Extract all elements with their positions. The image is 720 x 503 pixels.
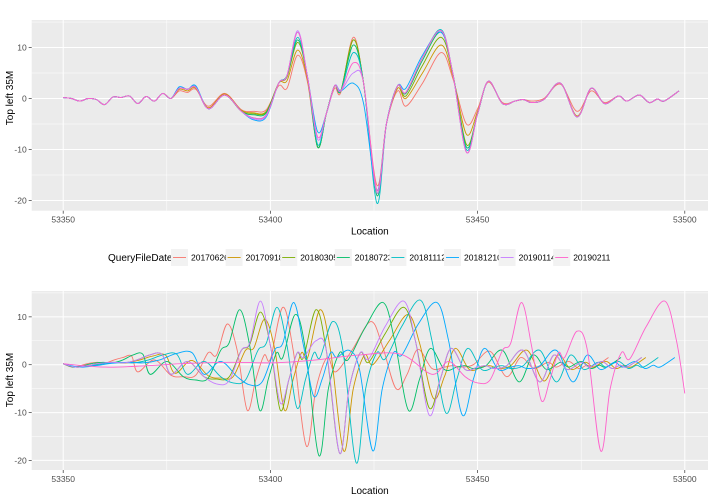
legend-label: 20170918 <box>246 253 284 263</box>
x-tick-label: 53450 <box>466 215 490 225</box>
x-tick-label: 53350 <box>51 215 75 225</box>
series-line-20170918 <box>63 309 647 452</box>
y-tick-label: 0 <box>22 94 27 104</box>
x-tick-label: 53400 <box>259 474 283 484</box>
legend-label: 20170626 <box>191 253 229 263</box>
legend-label: 20181112 <box>409 253 446 263</box>
y-tick-label: -10 <box>14 408 27 418</box>
top-panel: 53350 53400 53450 53500 -20 -10 0 10 Location Top… <box>5 20 708 238</box>
x-tick-label: 53350 <box>51 474 75 484</box>
legend-label: 20180305 <box>300 253 338 263</box>
y-tick-label: 0 <box>22 360 27 370</box>
plot-background <box>31 20 708 211</box>
x-tick-label: 53450 <box>466 474 490 484</box>
series-line-20190211 <box>63 300 686 452</box>
series-line-20181112 <box>63 299 659 464</box>
legend-label: 20181210 <box>464 253 502 263</box>
y-tick-label: 10 <box>17 43 27 53</box>
y-tick-label: -20 <box>14 455 27 465</box>
plot-background <box>31 291 708 470</box>
series-line-20181210 <box>63 301 676 452</box>
y-tick-label: 10 <box>17 312 27 322</box>
y-axis-title: Top left 35M <box>5 353 16 407</box>
legend-label: 20180723 <box>355 253 393 263</box>
series-line-20190114 <box>63 300 642 454</box>
x-tick-label: 53500 <box>673 215 697 225</box>
x-axis-title: Location <box>351 486 389 497</box>
series-line-20180723 <box>63 302 622 457</box>
legend-title: QueryFileDate <box>108 253 173 264</box>
series-line-20190211 <box>63 30 680 192</box>
bottom-panel: 53350 53400 53450 53500 -20 -10 0 10 Location Top… <box>5 291 708 497</box>
legend-label: 20190211 <box>573 253 610 263</box>
y-tick-label: -10 <box>14 145 27 155</box>
y-axis-title: Top left 35M <box>5 71 16 125</box>
legend: QueryFileDate 20170626 20170918 20180305 20… <box>108 249 611 266</box>
y-tick-label: -20 <box>14 196 27 206</box>
x-tick-label: 53500 <box>673 474 697 484</box>
x-axis-title: Location <box>351 227 389 238</box>
x-tick-label: 53400 <box>259 215 283 225</box>
legend-label: 20190114 <box>519 253 556 263</box>
series-line-20170626 <box>63 306 609 447</box>
